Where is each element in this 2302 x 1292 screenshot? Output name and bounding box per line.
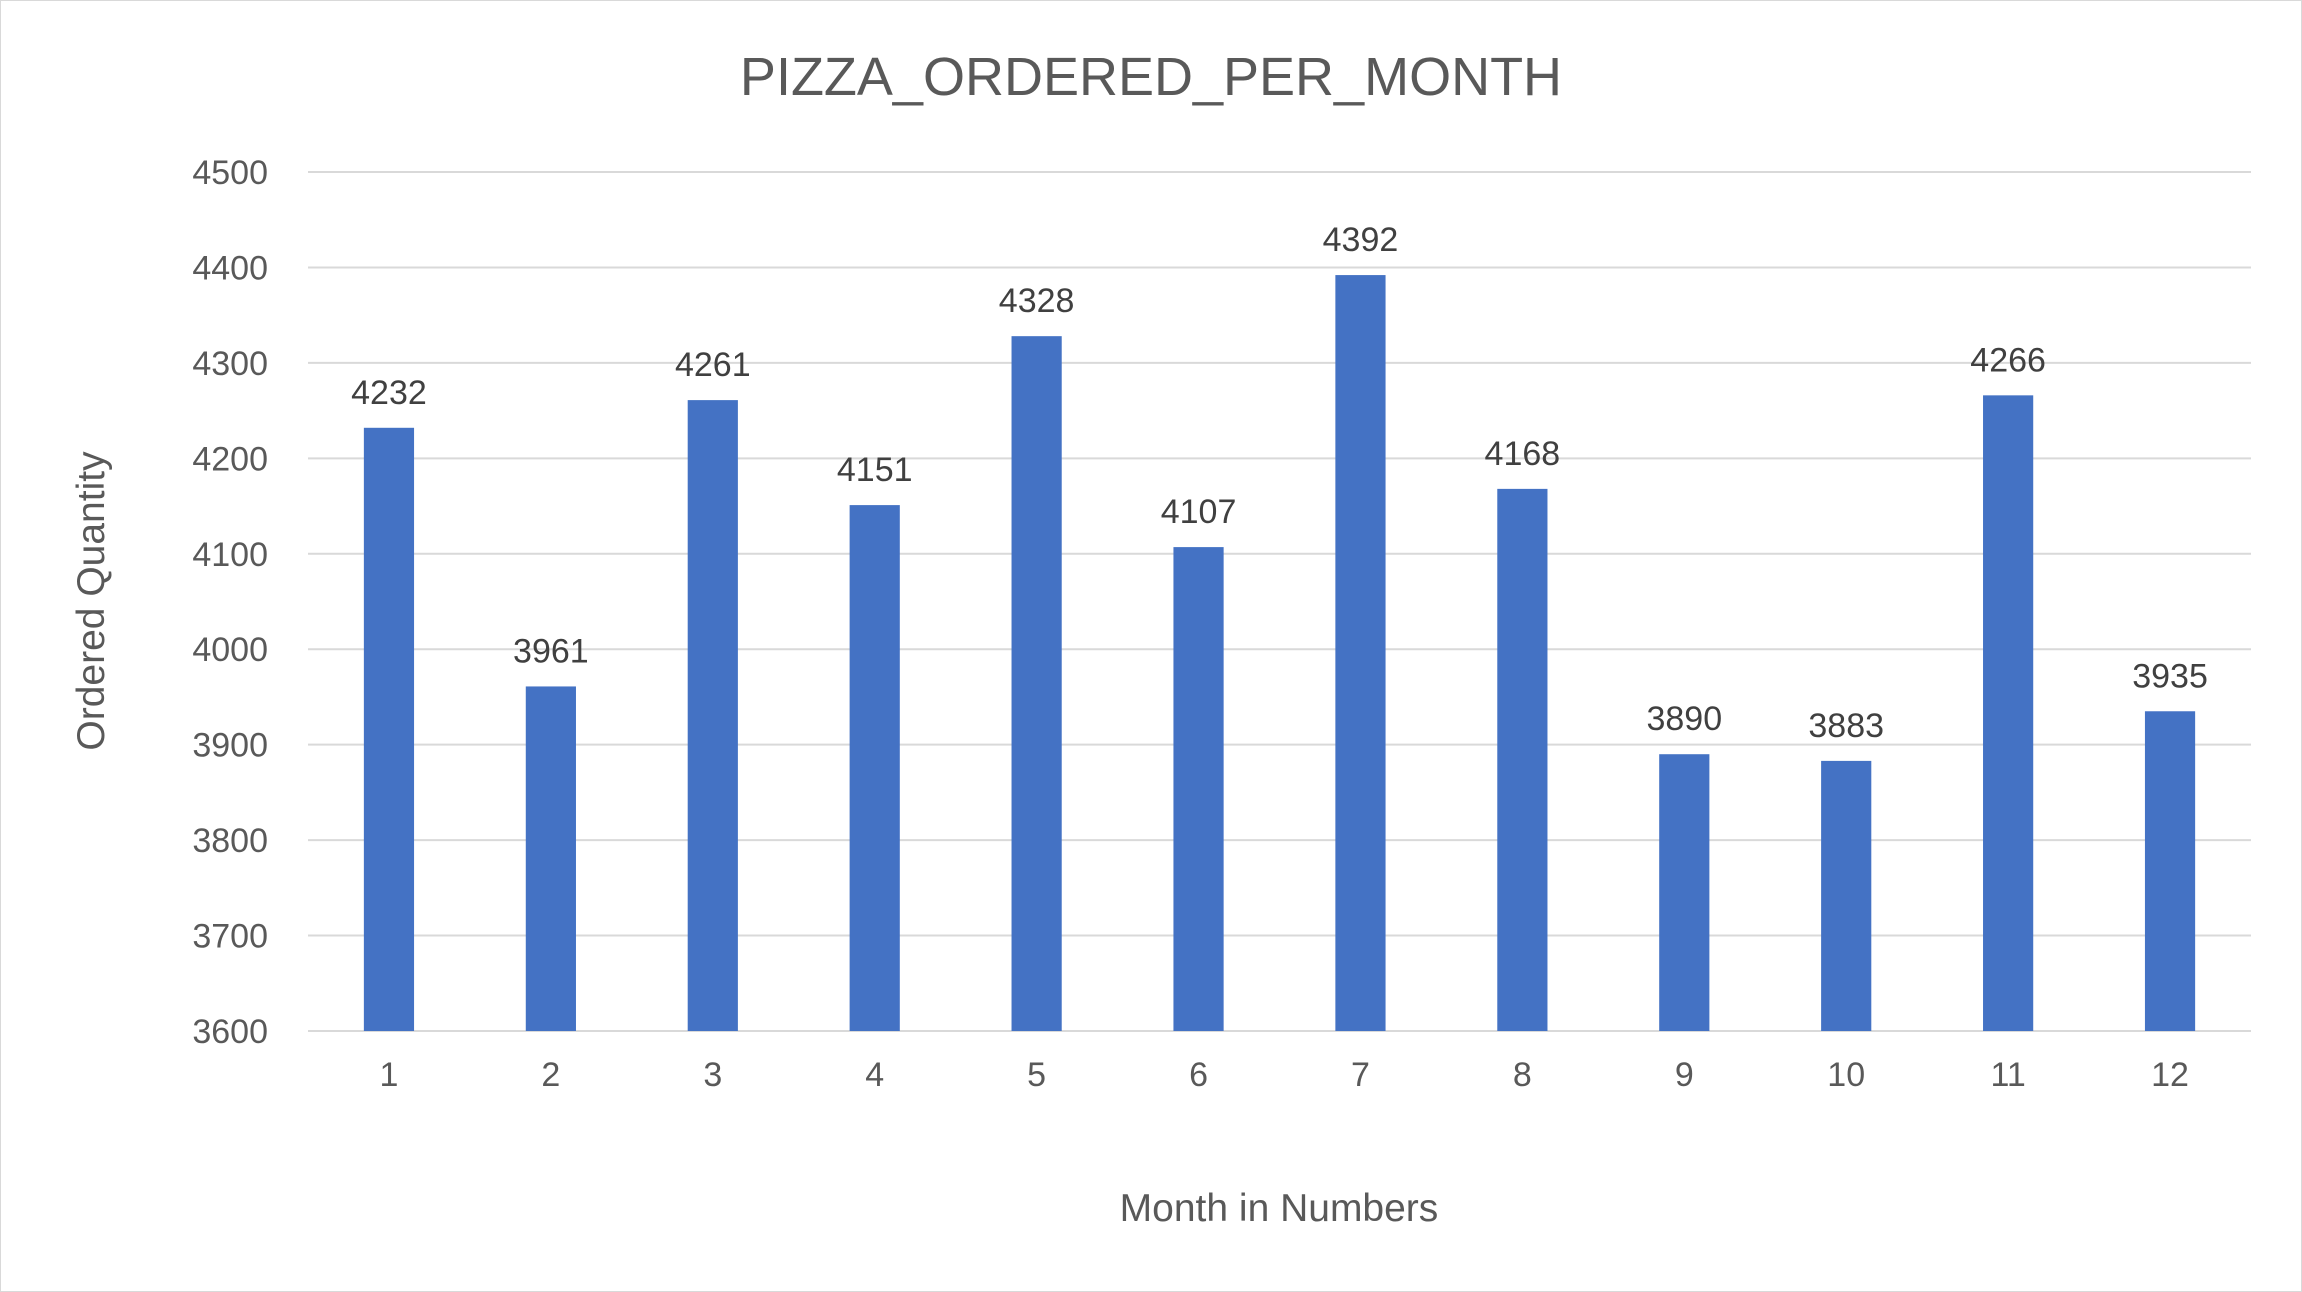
data-label: 4266	[1970, 341, 2046, 379]
bar	[1173, 547, 1224, 1031]
y-tick-label: 4000	[192, 631, 268, 669]
x-tick-label: 12	[2151, 1056, 2189, 1094]
y-tick-label: 3700	[192, 918, 268, 956]
data-label: 3883	[1808, 707, 1884, 745]
x-tick-label: 6	[1189, 1056, 1208, 1094]
x-tick-label: 2	[541, 1056, 560, 1094]
y-tick-label: 3800	[192, 822, 268, 860]
x-tick-label: 5	[1027, 1056, 1046, 1094]
x-tick-label: 9	[1675, 1056, 1694, 1094]
bar	[2144, 711, 2196, 1031]
bar	[525, 686, 576, 1031]
data-label: 4232	[351, 374, 427, 412]
bars	[363, 275, 2196, 1032]
data-label: 4328	[999, 282, 1075, 320]
data-label: 4261	[675, 346, 751, 384]
y-tick-label: 4300	[192, 345, 268, 383]
y-tick-label: 4100	[192, 536, 268, 574]
bar	[687, 400, 738, 1032]
bar	[1983, 395, 2034, 1032]
chart-title: PIZZA_ORDERED_PER_MONTH	[740, 47, 1562, 107]
bar	[1821, 760, 1872, 1031]
x-tick-label: 10	[1827, 1056, 1865, 1094]
gridlines	[308, 171, 2251, 1032]
bar	[849, 505, 900, 1032]
x-tick-label: 11	[1990, 1056, 2025, 1094]
data-label: 4168	[1485, 435, 1561, 473]
y-tick-label: 4200	[192, 440, 268, 478]
data-label: 4151	[837, 451, 913, 489]
x-tick-label: 1	[379, 1056, 398, 1094]
bar	[1335, 275, 1386, 1032]
x-axis-title: Month in Numbers	[1120, 1187, 1439, 1230]
bar	[1011, 336, 1062, 1032]
data-label: 4107	[1161, 493, 1237, 531]
y-tick-label: 3600	[192, 1013, 268, 1051]
x-tick-label: 3	[703, 1056, 722, 1094]
y-axis-ticks: 3600 3700 3800 3900 4000 4100 4200 4300 4400 4500	[192, 154, 268, 1051]
data-labels: 4232 3961 4261 4151 4328 4107 4392 4168 3890 3883…	[351, 221, 2208, 745]
x-tick-label: 4	[865, 1056, 884, 1094]
bar	[1659, 754, 1710, 1031]
data-label: 3935	[2132, 657, 2208, 695]
y-tick-label: 4500	[192, 154, 268, 192]
y-tick-label: 3900	[192, 727, 268, 765]
data-label: 4392	[1323, 221, 1399, 259]
data-label: 3890	[1646, 700, 1722, 738]
x-tick-label: 7	[1351, 1056, 1370, 1094]
x-axis-ticks: 1 2 3 4 5 6 7 8 9 10 11 12	[379, 1056, 2188, 1094]
bar	[363, 427, 415, 1031]
data-label: 3961	[513, 632, 589, 670]
y-tick-label: 4400	[192, 249, 268, 287]
x-tick-label: 8	[1513, 1056, 1532, 1094]
bar	[1497, 488, 1548, 1031]
y-axis-title: Ordered Quantity	[70, 451, 113, 751]
